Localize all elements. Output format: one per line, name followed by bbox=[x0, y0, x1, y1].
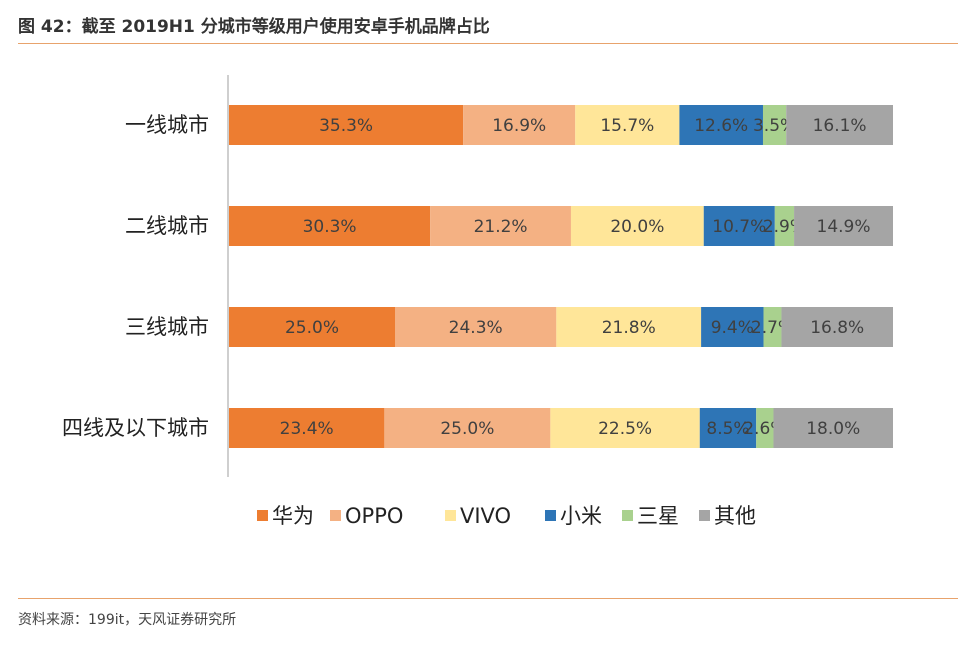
legend-swatch bbox=[699, 510, 710, 521]
category-label: 四线及以下城市 bbox=[62, 416, 209, 440]
bar-segment bbox=[781, 307, 893, 347]
source-note: 资料来源：199it，天风证券研究所 bbox=[18, 612, 237, 628]
legend-label: 其他 bbox=[714, 504, 756, 528]
bar-segment bbox=[756, 408, 774, 448]
legend-label: 华为 bbox=[272, 504, 314, 528]
data-label: 16.9% bbox=[492, 116, 546, 136]
data-label: 30.3% bbox=[303, 217, 357, 237]
legend-swatch bbox=[622, 510, 633, 521]
bar-segment bbox=[229, 307, 395, 347]
data-label: 10.7% bbox=[712, 217, 766, 237]
data-label: 8.5% bbox=[706, 419, 749, 439]
bar-segment bbox=[701, 307, 764, 347]
legend-swatch bbox=[257, 510, 268, 521]
data-label: 35.3% bbox=[319, 116, 373, 136]
data-label: 16.8% bbox=[810, 318, 864, 338]
data-label: 20.0% bbox=[610, 217, 664, 237]
figure-title: 图 42：截至 2019H1 分城市等级用户使用安卓手机品牌占比 bbox=[18, 17, 490, 37]
data-label: 16.1% bbox=[813, 116, 867, 136]
data-label: 15.7% bbox=[600, 116, 654, 136]
bar-segment bbox=[794, 206, 893, 246]
bar-segment bbox=[703, 206, 775, 246]
title-divider bbox=[18, 43, 958, 44]
bar-segment bbox=[550, 408, 700, 448]
legend-label: VIVO bbox=[460, 504, 511, 528]
footer-divider bbox=[18, 598, 958, 599]
bar-segment bbox=[556, 307, 702, 347]
legend-swatch bbox=[330, 510, 341, 521]
data-label: 23.4% bbox=[280, 419, 334, 439]
data-label: 12.6% bbox=[694, 116, 748, 136]
bar-segment bbox=[575, 105, 680, 145]
data-label: 14.9% bbox=[817, 217, 871, 237]
data-label: 24.3% bbox=[449, 318, 503, 338]
bar-segment bbox=[773, 408, 893, 448]
data-label: 21.2% bbox=[474, 217, 528, 237]
bar-segment bbox=[395, 307, 557, 347]
category-label: 二线城市 bbox=[125, 214, 209, 238]
data-label: 25.0% bbox=[285, 318, 339, 338]
legend-label: OPPO bbox=[345, 504, 403, 528]
bar-segment bbox=[463, 105, 576, 145]
category-label: 一线城市 bbox=[125, 113, 209, 137]
bar-segment bbox=[679, 105, 763, 145]
bar-segment bbox=[229, 105, 464, 145]
bar-segment bbox=[430, 206, 571, 246]
legend-swatch bbox=[545, 510, 556, 521]
data-label: 21.8% bbox=[602, 318, 656, 338]
data-label: 18.0% bbox=[806, 419, 860, 439]
bar-segment bbox=[774, 206, 795, 246]
data-label: 3.5% bbox=[753, 116, 796, 136]
bar-segment bbox=[762, 105, 787, 145]
legend-label: 三星 bbox=[637, 504, 679, 528]
bar-segment bbox=[570, 206, 704, 246]
legend-swatch bbox=[445, 510, 456, 521]
bar-segment bbox=[763, 307, 782, 347]
bar-segment bbox=[229, 408, 385, 448]
bar-segment bbox=[699, 408, 757, 448]
legend-label: 小米 bbox=[560, 504, 602, 528]
bar-segment bbox=[786, 105, 893, 145]
data-label: 9.4% bbox=[711, 318, 754, 338]
data-label: 22.5% bbox=[598, 419, 652, 439]
data-label: 25.0% bbox=[440, 419, 494, 439]
bar-segment bbox=[229, 206, 431, 246]
category-label: 三线城市 bbox=[125, 315, 209, 339]
bar-segment bbox=[384, 408, 551, 448]
